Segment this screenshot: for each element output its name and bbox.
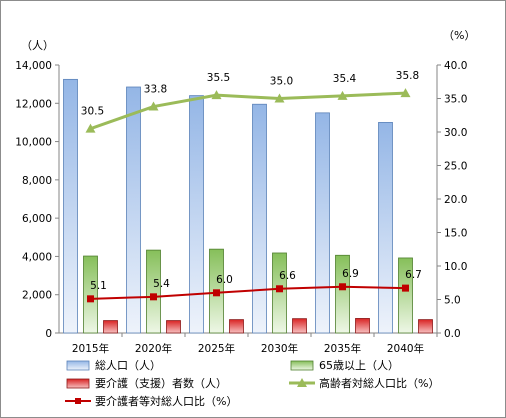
right-axis-tick-label: 5.0 (444, 295, 461, 307)
elderly-ratio-marker (274, 93, 285, 103)
legend-label: 65歳以上（人） (319, 359, 399, 372)
care-ratio-marker (276, 285, 283, 293)
care-ratio-data-label: 6.7 (405, 269, 422, 281)
legend-elderly-ratio: 高齢者対総人口比（%） (289, 376, 439, 390)
left-axis-tick-label: 4,000 (22, 251, 52, 263)
legend-total-population: 総人口（人） (66, 358, 161, 372)
category-label: 2025年 (198, 342, 235, 355)
care-needed-bar (229, 319, 244, 334)
right-axis-tick-label: 40.0 (444, 60, 467, 72)
right-axis-tick-label: 25.0 (444, 161, 467, 173)
legend: 総人口（人） 65歳以上（人） 要介護（支援）者数（人） 高齢者対総人口比（%） 要介護… (65, 358, 439, 408)
elderly-ratio-marker (337, 90, 348, 100)
legend-label: 高齢者対総人口比（%） (319, 376, 439, 390)
left-axis-tick-label: 8,000 (22, 175, 52, 187)
elderly-population-bar (398, 257, 413, 334)
right-axis-ticks: 0.0 5.0 10.0 15.0 20.0 25.0 30.0 35.0 40.0 (437, 60, 467, 340)
elderly-population-bar (146, 249, 161, 334)
left-axis-ticks: 0 2,000 4,000 6,000 8,000 10,000 12,000 14,000 (15, 60, 59, 340)
elderly-ratio-data-label: 30.5 (81, 106, 104, 118)
legend-swatch-marker (75, 398, 81, 404)
care-needed-bar (292, 318, 307, 334)
care-ratio-data-label: 6.0 (216, 274, 233, 286)
category-label: 2030年 (261, 342, 298, 355)
right-axis-tick-label: 0.0 (444, 328, 461, 340)
elderly-ratio-data-label: 33.8 (144, 84, 167, 96)
elderly-ratio-marker (148, 101, 159, 111)
care-needed-bar (355, 318, 370, 334)
left-axis-tick-label: 10,000 (15, 137, 52, 149)
elderly-ratio-data-label: 35.8 (396, 70, 419, 82)
legend-elderly-population: 65歳以上（人） (290, 359, 399, 372)
right-axis-tick-label: 20.0 (444, 194, 467, 206)
elderly-ratio-data-label: 35.0 (270, 76, 293, 88)
care-ratio-data-label: 6.9 (342, 268, 359, 280)
right-axis-tick-label: 15.0 (444, 228, 467, 240)
total-population-bar (252, 103, 267, 334)
legend-swatch-marker (297, 378, 307, 387)
total-population-bar (315, 112, 330, 334)
legend-label: 総人口（人） (95, 358, 161, 372)
left-axis-tick-label: 12,000 (15, 98, 52, 110)
total-population-bar (378, 122, 393, 334)
elderly-population-bar (335, 254, 350, 334)
category-label: 2040年 (387, 342, 424, 355)
legend-swatch (290, 360, 314, 371)
category-label: 2035年 (324, 342, 361, 355)
care-ratio-marker (150, 293, 157, 301)
elderly-ratio-data-label: 35.4 (333, 73, 357, 85)
lines-group: 30.5 33.8 35.5 35.0 35.4 35.8 5.1 5.4 6.0 6.6 6.9 6… (81, 70, 422, 303)
total-population-bar (189, 95, 204, 334)
elderly-population-bar (272, 252, 287, 334)
care-ratio-marker (87, 295, 94, 303)
care-needed-bar (418, 319, 433, 334)
care-ratio-marker (402, 284, 409, 292)
right-axis-tick-label: 10.0 (444, 261, 467, 273)
care-ratio-marker (213, 289, 220, 297)
left-axis-tick-label: 2,000 (22, 290, 52, 302)
care-ratio-line (90, 285, 406, 300)
care-ratio-data-label: 6.6 (279, 270, 296, 282)
left-axis-tick-label: 14,000 (15, 60, 52, 72)
left-axis-tick-label: 6,000 (22, 213, 52, 225)
elderly-ratio-marker (400, 88, 411, 98)
legend-care-needed: 要介護（支援）者数（人） (66, 376, 227, 390)
total-population-bar (63, 78, 78, 334)
legend-care-ratio: 要介護者等対総人口比（%） (65, 394, 237, 408)
care-ratio-data-label: 5.4 (153, 278, 170, 290)
elderly-ratio-data-label: 35.5 (207, 72, 230, 84)
total-population-bar (126, 86, 141, 334)
legend-label: 要介護者等対総人口比（%） (95, 394, 237, 408)
bars-group (63, 78, 433, 334)
care-needed-bar (103, 320, 118, 334)
category-labels: 2015年 2020年 2025年 2030年 2035年 2040年 (72, 333, 438, 355)
right-axis-unit: （%） (443, 29, 475, 42)
legend-swatch (66, 378, 90, 389)
elderly-ratio-marker (85, 123, 96, 133)
legend-swatch (66, 360, 90, 371)
elderly-population-bar (83, 255, 98, 334)
legend-label: 要介護（支援）者数（人） (95, 376, 227, 390)
elderly-ratio-line (90, 91, 406, 131)
category-label: 2015年 (72, 342, 109, 355)
care-needed-bar (166, 320, 181, 334)
left-axis-unit: （人） (21, 39, 54, 52)
right-axis-tick-label: 30.0 (444, 127, 467, 139)
right-axis-tick-label: 35.0 (444, 94, 467, 106)
category-label: 2020年 (135, 342, 172, 355)
care-ratio-marker (339, 283, 346, 291)
care-ratio-data-label: 5.1 (90, 280, 107, 292)
left-axis-tick-label: 0 (45, 328, 52, 340)
elderly-ratio-marker (211, 90, 222, 100)
